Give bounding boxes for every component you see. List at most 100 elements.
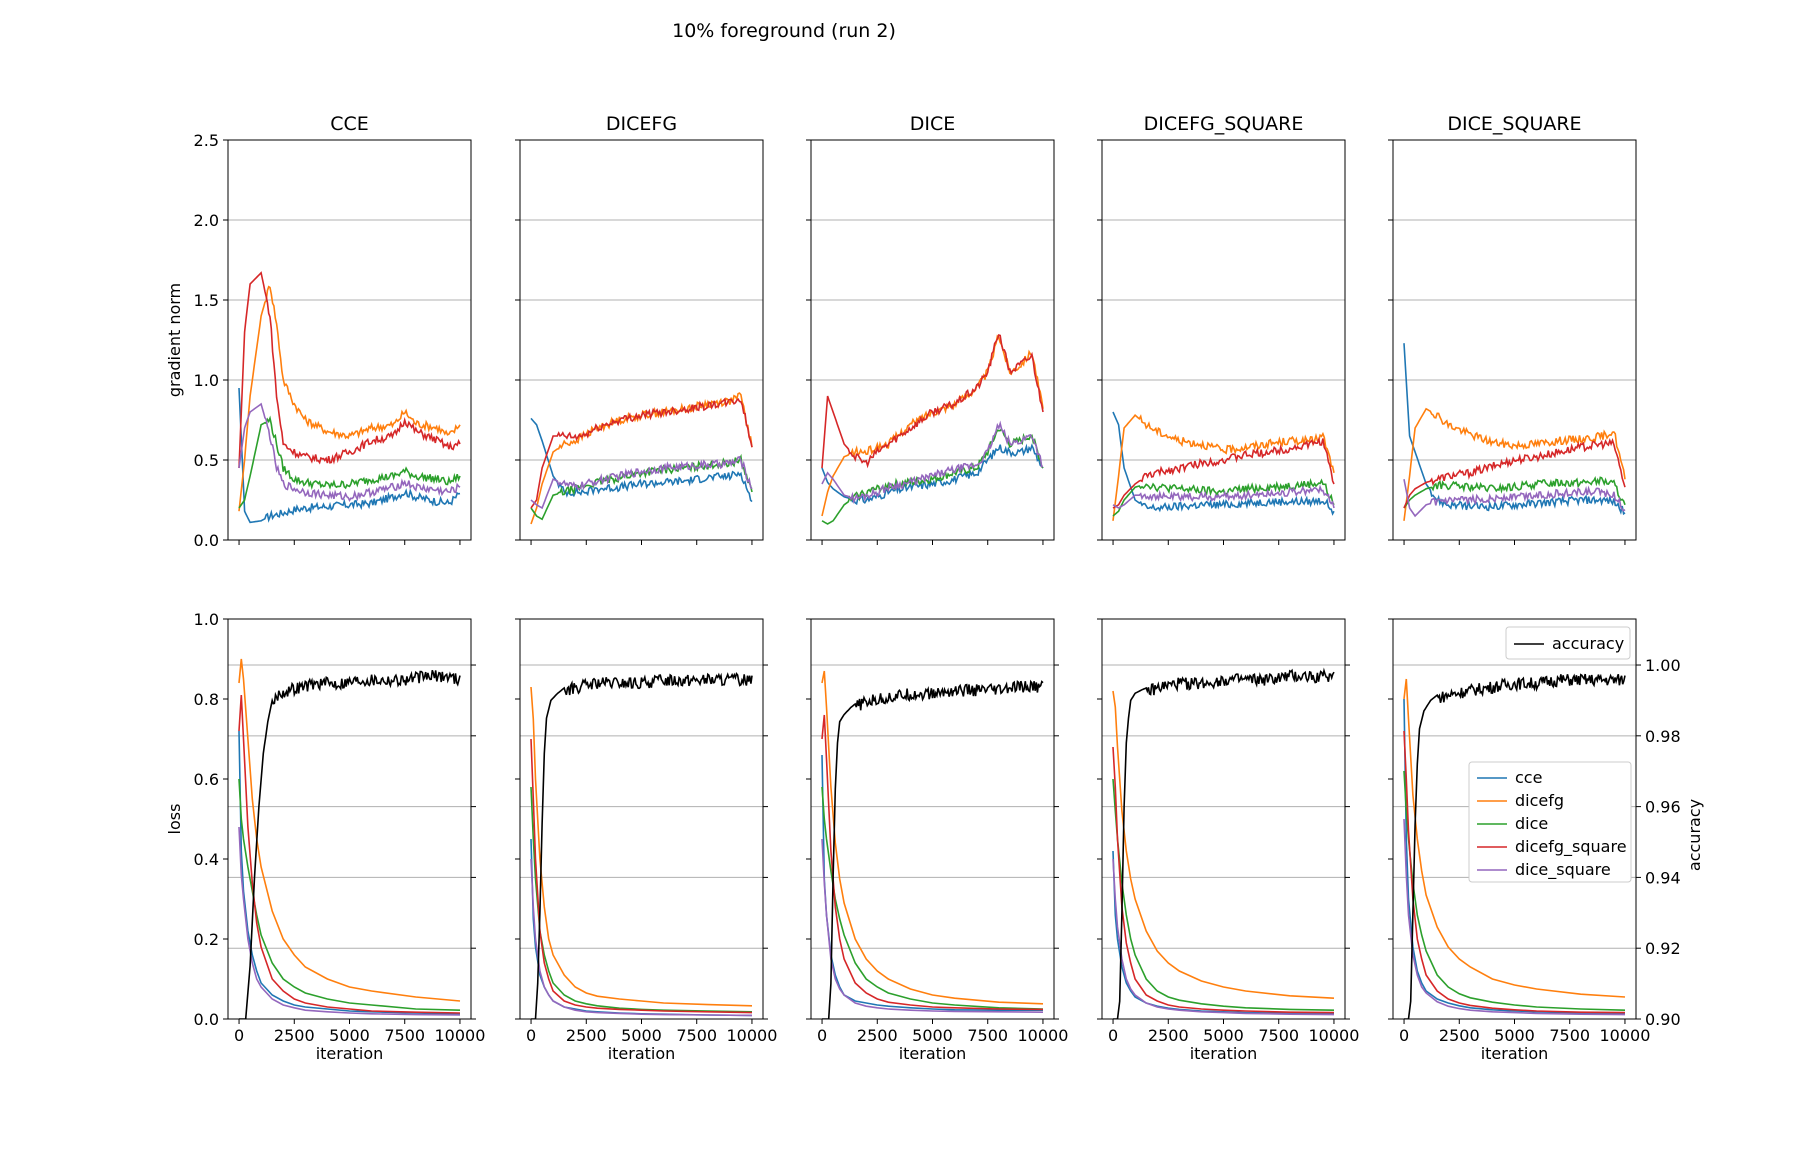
series-line-dicefg_square — [530, 738, 753, 1014]
x-tick-label: 0 — [234, 1026, 244, 1045]
x-axis-label: iteration — [316, 1044, 384, 1063]
series-line-dicefg_square — [238, 694, 461, 1014]
x-axis-label: iteration — [1481, 1044, 1549, 1063]
x-tick-label: 10000 — [1018, 1026, 1069, 1045]
series-line-dicefg_square — [238, 271, 461, 469]
series-line-cce — [530, 838, 753, 1017]
figure-title: 10% foreground (run 2) — [672, 20, 896, 42]
series-line-accuracy — [822, 679, 1044, 1019]
series-line-dicefg — [530, 686, 753, 1007]
subplot-loss-3: 0 2500 5000 7500 10000 iteration — [806, 618, 1069, 1063]
y-tick-label: 0.0 — [194, 1010, 219, 1029]
y-tick-label: 2.5 — [194, 131, 219, 150]
x-tick-label: 0 — [526, 1026, 536, 1045]
series-line-dice — [821, 786, 1044, 1010]
series-line-dice_square — [821, 420, 1043, 505]
axes-frame — [810, 618, 1055, 1020]
y2-axis-label: accuracy — [1685, 799, 1704, 871]
x-axis-label: iteration — [1190, 1044, 1258, 1063]
subplot-gradnorm-2: DICEFG — [515, 113, 764, 545]
y-axis-label: gradient norm — [165, 283, 184, 397]
series-line-dicefg_square — [1403, 437, 1626, 509]
legend-label-dice: dice — [1515, 814, 1548, 833]
x-tick-label: 10000 — [435, 1026, 486, 1045]
x-tick-label: 10000 — [727, 1026, 778, 1045]
subplot-loss-2: 0 2500 5000 7500 10000 iteration — [515, 618, 778, 1063]
series-line-cce — [821, 754, 1043, 1011]
series-line-cce — [1403, 343, 1626, 516]
series-line-dicefg — [821, 670, 1044, 1005]
x-tick-label: 2500 — [1148, 1026, 1189, 1045]
subplot-loss-1: 0 2500 5000 7500 10000 iteration 0.0 0.2 0.4 0.6 0… — [165, 610, 485, 1063]
legend-label-dicefg: dicefg — [1515, 791, 1564, 810]
subplot-gradnorm-1: 0.0 0.5 1.0 1.5 2.0 2.5 gradient norm CCE — [165, 113, 472, 550]
series-line-dicefg — [1112, 414, 1335, 521]
series-line-dicefg — [238, 285, 461, 512]
series-line-dice_square — [1112, 858, 1335, 1016]
series-line-dice_square — [530, 455, 753, 510]
x-tick-label: 7500 — [1258, 1026, 1299, 1045]
x-tick-label: 5000 — [621, 1026, 662, 1045]
series-line-dice_square — [1403, 818, 1626, 1016]
series-line-dice_square — [821, 838, 1044, 1013]
series-line-dice_square — [1403, 479, 1626, 518]
x-tick-label: 10000 — [1600, 1026, 1651, 1045]
series-line-dicefg — [530, 392, 753, 525]
series-line-dicefg — [1112, 690, 1335, 999]
series-line-dicefg_square — [821, 714, 1044, 1011]
x-tick-label: 5000 — [1494, 1026, 1535, 1045]
y-tick-label: 1.0 — [194, 610, 219, 629]
series-line-dicefg — [1403, 678, 1626, 998]
series-line-dicefg_square — [821, 333, 1044, 469]
y-tick-label: 0.8 — [194, 690, 219, 709]
y-tick-label: 0.2 — [194, 930, 219, 949]
legend-label-dice_square: dice_square — [1515, 860, 1611, 880]
series-line-accuracy — [239, 669, 461, 1019]
series-line-dicefg_square — [1403, 730, 1626, 1014]
x-tick-label: 0 — [817, 1026, 827, 1045]
series-line-dice_square — [530, 858, 753, 1017]
series-line-accuracy — [531, 672, 753, 1019]
y-axis-label: loss — [165, 804, 184, 835]
x-tick-label: 5000 — [912, 1026, 953, 1045]
subplot-loss-4: 0 2500 5000 7500 10000 iteration — [1097, 618, 1360, 1063]
series-line-dicefg_square — [1112, 746, 1335, 1014]
x-tick-label: 7500 — [967, 1026, 1008, 1045]
x-tick-label: 5000 — [329, 1026, 370, 1045]
x-tick-label: 7500 — [676, 1026, 717, 1045]
series-line-dice — [1403, 475, 1626, 509]
y2-tick-label: 0.96 — [1645, 798, 1681, 817]
y2-tick-label: 0.92 — [1645, 939, 1681, 958]
series-line-dice — [238, 415, 461, 509]
y-tick-label: 2.0 — [194, 211, 219, 230]
y-tick-label: 0.4 — [194, 850, 219, 869]
x-tick-label: 7500 — [1549, 1026, 1590, 1045]
x-tick-label: 2500 — [566, 1026, 607, 1045]
series-line-dice — [530, 786, 753, 1013]
series-line-dice_square — [1112, 484, 1335, 509]
subplot-gradnorm-5: DICE_SQUARE — [1388, 113, 1637, 545]
subplot-title: DICE_SQUARE — [1447, 113, 1581, 135]
y-tick-label: 0.5 — [194, 451, 219, 470]
y-tick-label: 1.5 — [194, 291, 219, 310]
y2-tick-label: 0.90 — [1645, 1010, 1681, 1029]
series-line-dice — [1112, 778, 1335, 1011]
accuracy-legend — [1505, 626, 1631, 660]
subplot-title: DICEFG — [606, 113, 677, 135]
y2-tick-label: 0.94 — [1645, 868, 1681, 887]
series-line-dicefg — [821, 334, 1044, 517]
x-tick-label: 10000 — [1309, 1026, 1360, 1045]
y-tick-label: 0.0 — [194, 531, 219, 550]
x-axis-label: iteration — [608, 1044, 676, 1063]
legend-label-cce: cce — [1515, 768, 1542, 787]
x-tick-label: 2500 — [274, 1026, 315, 1045]
y2-tick-label: 1.00 — [1645, 656, 1681, 675]
series-line-accuracy — [1113, 667, 1335, 1019]
x-tick-label: 2500 — [1439, 1026, 1480, 1045]
series-line-cce — [238, 730, 461, 1015]
x-tick-label: 5000 — [1203, 1026, 1244, 1045]
x-tick-label: 0 — [1108, 1026, 1118, 1045]
series-line-dice — [238, 778, 461, 1011]
series-line-dice — [1112, 477, 1335, 517]
